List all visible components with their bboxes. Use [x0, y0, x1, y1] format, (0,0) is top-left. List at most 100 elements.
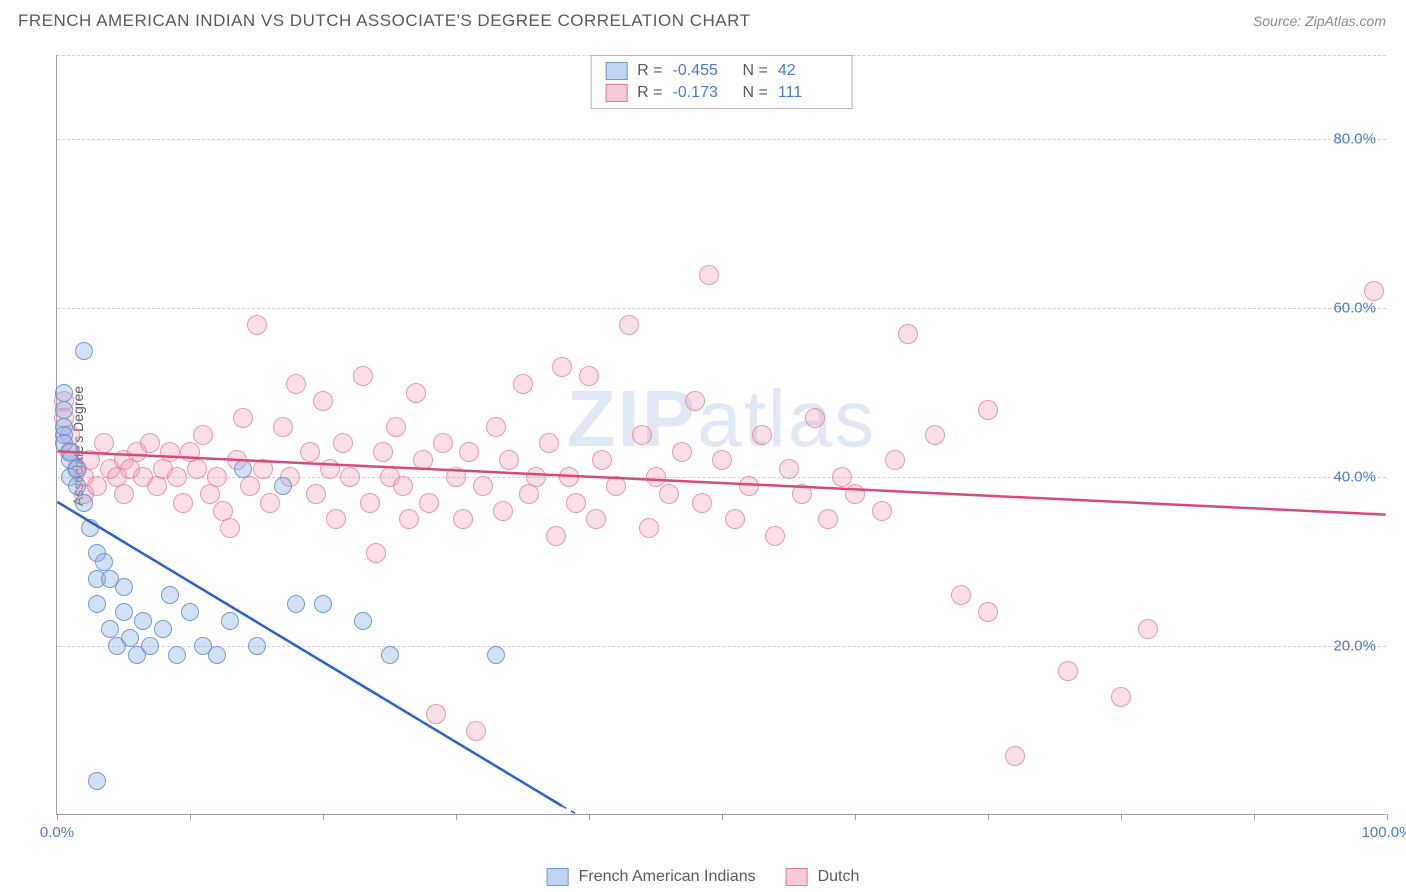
scatter-point-pink [446, 467, 466, 487]
scatter-point-blue [248, 637, 266, 655]
scatter-point-pink [493, 501, 513, 521]
scatter-point-pink [453, 509, 473, 529]
scatter-point-pink [114, 484, 134, 504]
scatter-point-pink [1364, 281, 1384, 301]
x-tick [988, 814, 989, 820]
x-tick [1121, 814, 1122, 820]
scatter-point-blue [88, 595, 106, 613]
scatter-point-blue [354, 612, 372, 630]
gridline [57, 139, 1386, 140]
scatter-point-pink [386, 417, 406, 437]
correlation-stats-box: R = -0.455 N = 42 R = -0.173 N = 111 [590, 55, 853, 109]
scatter-point-pink [566, 493, 586, 513]
stats-row-pink: R = -0.173 N = 111 [605, 82, 838, 104]
x-tick-label: 100.0% [1362, 824, 1406, 841]
source-attribution: Source: ZipAtlas.com [1253, 13, 1386, 29]
scatter-point-pink [167, 467, 187, 487]
scatter-point-blue [68, 477, 86, 495]
swatch-pink [786, 868, 808, 886]
scatter-point-blue [121, 629, 139, 647]
scatter-point-pink [872, 501, 892, 521]
series-legend: French American Indians Dutch [547, 868, 860, 886]
scatter-point-pink [739, 476, 759, 496]
x-tick-label: 0.0% [40, 824, 74, 841]
scatter-point-pink [286, 374, 306, 394]
scatter-point-pink [220, 518, 240, 538]
scatter-point-pink [393, 476, 413, 496]
scatter-point-pink [313, 391, 333, 411]
scatter-point-blue [141, 637, 159, 655]
scatter-point-blue [487, 646, 505, 664]
scatter-point-pink [94, 433, 114, 453]
gridline [57, 308, 1386, 309]
x-tick [190, 814, 191, 820]
scatter-point-pink [419, 493, 439, 513]
scatter-point-pink [459, 442, 479, 462]
chart-title: FRENCH AMERICAN INDIAN VS DUTCH ASSOCIAT… [18, 11, 750, 31]
swatch-blue [605, 62, 627, 80]
scatter-point-pink [326, 509, 346, 529]
y-tick-label: 60.0% [1333, 300, 1376, 317]
y-tick-label: 40.0% [1333, 469, 1376, 486]
scatter-point-pink [193, 425, 213, 445]
scatter-point-pink [526, 467, 546, 487]
scatter-point-blue [75, 494, 93, 512]
swatch-pink [605, 84, 627, 102]
r-value-blue: -0.455 [673, 62, 733, 80]
scatter-point-pink [752, 425, 772, 445]
x-tick [589, 814, 590, 820]
legend-item-blue: French American Indians [547, 868, 756, 886]
x-tick [1254, 814, 1255, 820]
scatter-point-blue [115, 578, 133, 596]
swatch-blue [547, 868, 569, 886]
scatter-point-pink [898, 324, 918, 344]
scatter-point-pink [818, 509, 838, 529]
scatter-point-pink [632, 425, 652, 445]
scatter-point-blue [88, 772, 106, 790]
scatter-point-pink [353, 366, 373, 386]
scatter-point-pink [300, 442, 320, 462]
scatter-point-pink [712, 450, 732, 470]
scatter-point-pink [473, 476, 493, 496]
scatter-point-pink [699, 265, 719, 285]
scatter-point-pink [951, 585, 971, 605]
scatter-point-pink [978, 400, 998, 420]
scatter-point-pink [1138, 619, 1158, 639]
scatter-point-pink [925, 425, 945, 445]
scatter-point-pink [320, 459, 340, 479]
scatter-point-blue [287, 595, 305, 613]
scatter-point-pink [406, 383, 426, 403]
scatter-point-pink [173, 493, 193, 513]
r-value-pink: -0.173 [673, 84, 733, 102]
x-tick [855, 814, 856, 820]
scatter-point-pink [779, 459, 799, 479]
scatter-point-pink [546, 526, 566, 546]
n-label: N = [743, 84, 768, 102]
scatter-point-pink [646, 467, 666, 487]
trend-line [562, 806, 682, 814]
scatter-point-pink [247, 315, 267, 335]
scatter-point-blue [181, 603, 199, 621]
scatter-point-pink [606, 476, 626, 496]
scatter-point-pink [559, 467, 579, 487]
scatter-point-pink [486, 417, 506, 437]
scatter-point-pink [845, 484, 865, 504]
scatter-point-pink [413, 450, 433, 470]
scatter-point-pink [253, 459, 273, 479]
scatter-point-blue [95, 553, 113, 571]
x-tick [57, 814, 58, 820]
chart-plot-area: ZIPatlas R = -0.455 N = 42 R = -0.173 N … [56, 55, 1386, 815]
scatter-point-pink [340, 467, 360, 487]
scatter-point-pink [725, 509, 745, 529]
legend-label-pink: Dutch [818, 868, 860, 886]
scatter-point-pink [592, 450, 612, 470]
scatter-point-pink [207, 467, 227, 487]
scatter-point-pink [306, 484, 326, 504]
scatter-point-pink [513, 374, 533, 394]
scatter-point-pink [552, 357, 572, 377]
scatter-point-pink [885, 450, 905, 470]
scatter-point-blue [75, 342, 93, 360]
n-label: N = [743, 62, 768, 80]
stats-row-blue: R = -0.455 N = 42 [605, 60, 838, 82]
n-value-blue: 42 [778, 62, 838, 80]
